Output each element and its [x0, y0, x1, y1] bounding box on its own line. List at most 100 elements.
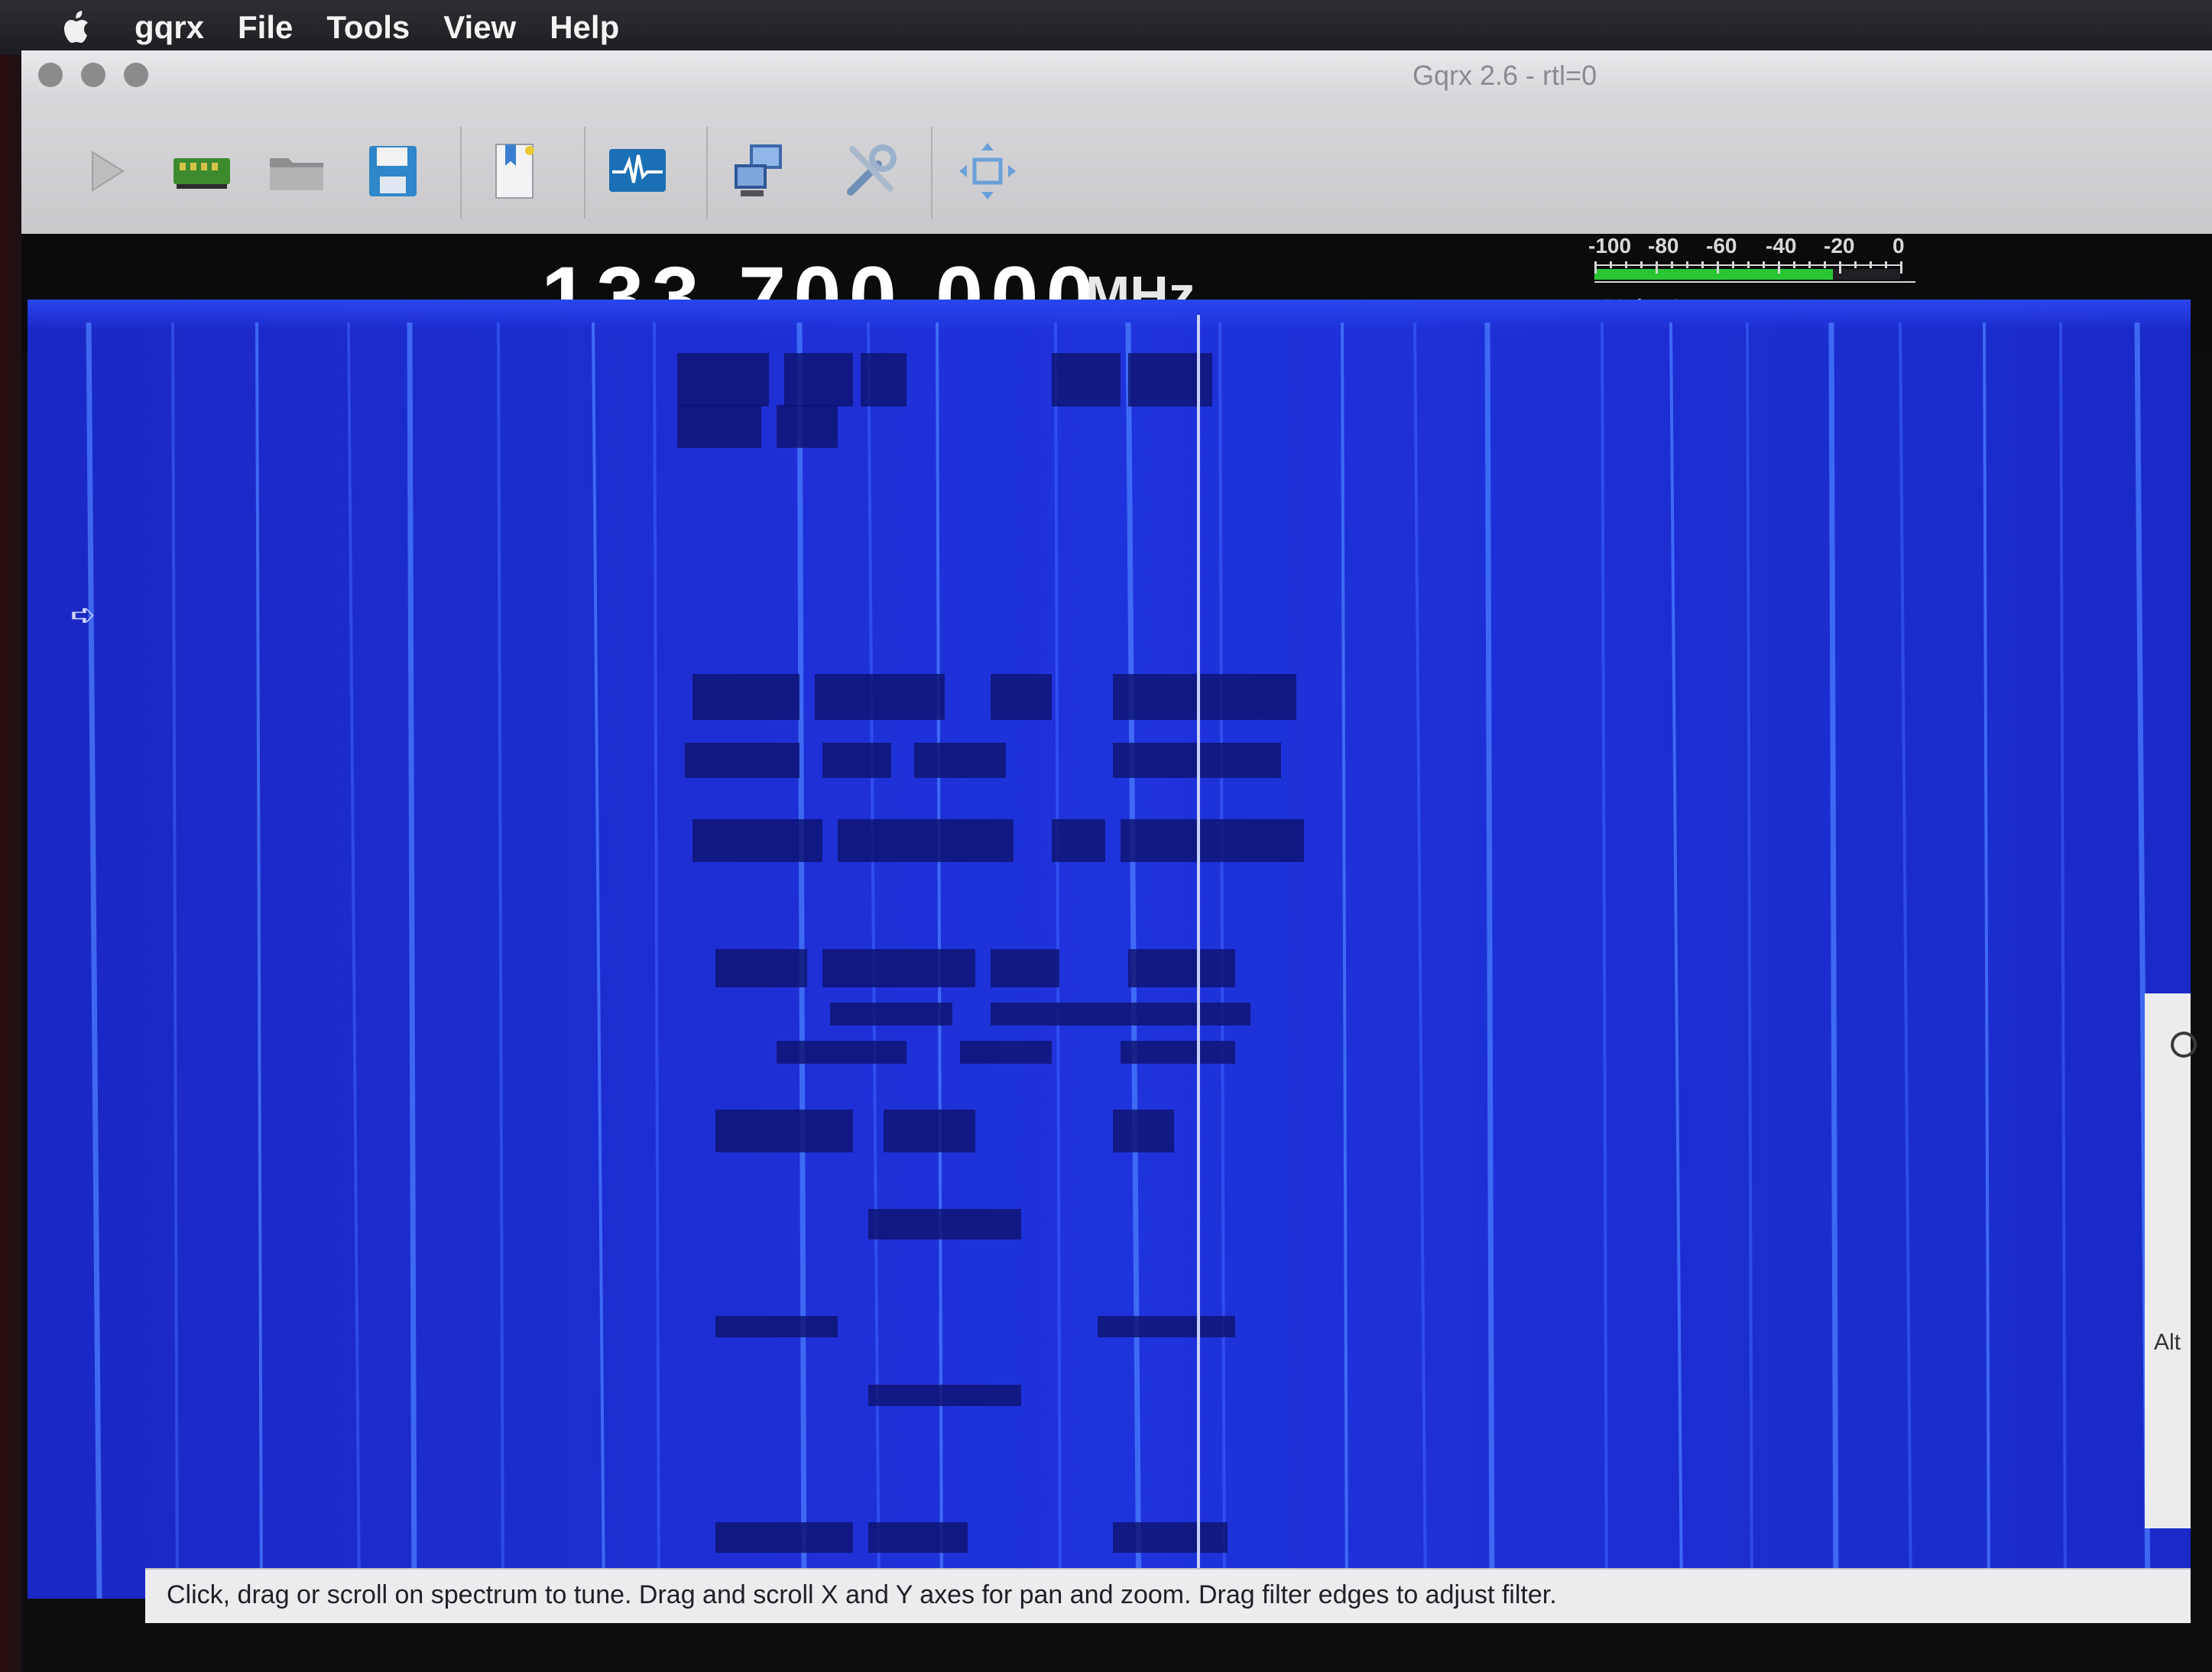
waterfall-signal-burst [868, 1522, 968, 1553]
waterfall-signal-burst [960, 1041, 1052, 1064]
pan-arrow-icon[interactable]: ➪ [70, 598, 96, 632]
fullscreen-icon [959, 143, 1016, 199]
menu-help[interactable]: Help [550, 9, 620, 45]
meter-tick [1870, 261, 1872, 268]
waterfall-canvas[interactable] [28, 300, 2191, 1599]
waterfall-signal-burst [1113, 1110, 1174, 1152]
remote-control-button[interactable] [725, 136, 795, 206]
window-title: Gqrx 2.6 - rtl=0 [1413, 60, 1597, 91]
waterfall-signal-burst [991, 949, 1059, 987]
meter-tick [1640, 261, 1643, 268]
toolbar-separator [460, 127, 462, 219]
meter-tick [1793, 261, 1795, 268]
side-panel [2145, 993, 2191, 1528]
waterfall-signal-burst [677, 353, 769, 407]
waterfall-display[interactable]: ➪ [28, 300, 2191, 1599]
waterfall-signal-burst [1052, 819, 1105, 862]
side-panel-label: Alt [2154, 1330, 2181, 1355]
meter-tick [1808, 261, 1811, 268]
meter-tick [1701, 261, 1704, 268]
waterfall-streak [1899, 322, 1912, 1599]
meter-tick [1625, 261, 1627, 268]
status-message: Click, drag or scroll on spectrum to tun… [167, 1580, 1557, 1609]
apple-icon[interactable] [55, 6, 98, 49]
meter-tick [1610, 261, 1612, 268]
zoom-window-button[interactable] [124, 63, 148, 87]
waterfall-signal-burst [685, 743, 799, 778]
waterfall-streak [2059, 322, 2067, 1599]
waterfall-streak [1413, 322, 1427, 1599]
toolbar-separator [931, 127, 932, 219]
waterfall-signal-burst [677, 405, 761, 448]
configure-device-button[interactable] [167, 136, 237, 206]
toolbar-separator [706, 127, 708, 219]
waterfall-signal-burst [692, 674, 799, 720]
waterfall-signal-burst [838, 819, 1014, 862]
waterfall-signal-burst [822, 743, 891, 778]
waterfall-streak [1828, 322, 1839, 1599]
meter-tick [1824, 261, 1826, 268]
waterfall-signal-burst [715, 1316, 838, 1337]
meter-tick [1900, 261, 1902, 274]
waterfall-signal-burst [830, 1003, 952, 1026]
start-dsp-button[interactable] [70, 136, 141, 206]
meter-tick [1763, 261, 1765, 268]
waterfall-streak [592, 322, 605, 1599]
play-icon [92, 151, 125, 192]
open-file-button[interactable] [261, 136, 332, 206]
waterfall-signal-burst [991, 1003, 1128, 1026]
meter-label: -100 [1588, 234, 1632, 258]
waterfall-streak [407, 322, 417, 1599]
save-icon [369, 146, 417, 196]
waterfall-signal-burst [991, 674, 1052, 720]
waterfall-signal-burst [715, 1110, 853, 1152]
meter-tick [1885, 261, 1887, 268]
minimize-window-button[interactable] [81, 63, 105, 87]
waterfall-signal-burst [1128, 949, 1235, 987]
meter-tick [1686, 261, 1688, 268]
menu-app-name[interactable]: gqrx [135, 9, 205, 45]
waterfall-signal-burst [884, 1110, 975, 1152]
meter-tick [1778, 261, 1780, 274]
waterfall-signal-burst [1113, 1522, 1228, 1553]
waterfall-signal-burst [1052, 353, 1121, 407]
spectrum-settings-button[interactable] [602, 136, 673, 206]
meter-tick [1717, 261, 1719, 274]
meter-bar [1594, 269, 1900, 280]
waterfall-streak [171, 322, 179, 1599]
circle-icon[interactable] [2171, 1032, 2197, 1058]
meter-label: -40 [1766, 234, 1797, 258]
waterfall-signal-burst [815, 674, 945, 720]
waterfall-streak [86, 322, 102, 1599]
menu-view[interactable]: View [443, 9, 517, 45]
settings-tools-button[interactable] [836, 136, 907, 206]
menu-bar: gqrx File Tools View Help [0, 0, 2212, 55]
waterfall-signal-burst [1113, 674, 1296, 720]
meter-tick [1839, 261, 1841, 274]
waterfall-streak [1669, 322, 1683, 1599]
status-bar: Click, drag or scroll on spectrum to tun… [145, 1568, 2191, 1623]
tools-icon [847, 144, 897, 196]
meter-label: -20 [1824, 234, 1855, 258]
waterfall-streak [1341, 322, 1348, 1599]
close-window-button[interactable] [38, 63, 63, 87]
waterfall-streak [1983, 322, 1990, 1599]
waterfall-signal-burst [715, 949, 807, 987]
menu-file[interactable]: File [238, 9, 294, 45]
waterfall-signal-burst [1128, 1003, 1250, 1026]
meter-label: -80 [1648, 234, 1679, 258]
meter-baseline [1594, 281, 1915, 283]
waterfall-signal-burst [868, 1209, 1021, 1239]
fullscreen-button[interactable] [952, 136, 1023, 206]
waterfall-streak [347, 322, 361, 1599]
waterfall-signal-burst [715, 1522, 853, 1553]
menu-tools[interactable]: Tools [326, 9, 410, 45]
bookmark-button[interactable] [480, 136, 550, 206]
waterfall-streak [1601, 322, 1608, 1599]
waterfall-streak [1484, 322, 1495, 1599]
waterfall-signal-burst [1121, 819, 1304, 862]
waterfall-streak [1746, 322, 1753, 1599]
save-button[interactable] [358, 136, 428, 206]
meter-tick [1747, 261, 1750, 268]
waterfall-signal-burst [777, 1041, 907, 1064]
